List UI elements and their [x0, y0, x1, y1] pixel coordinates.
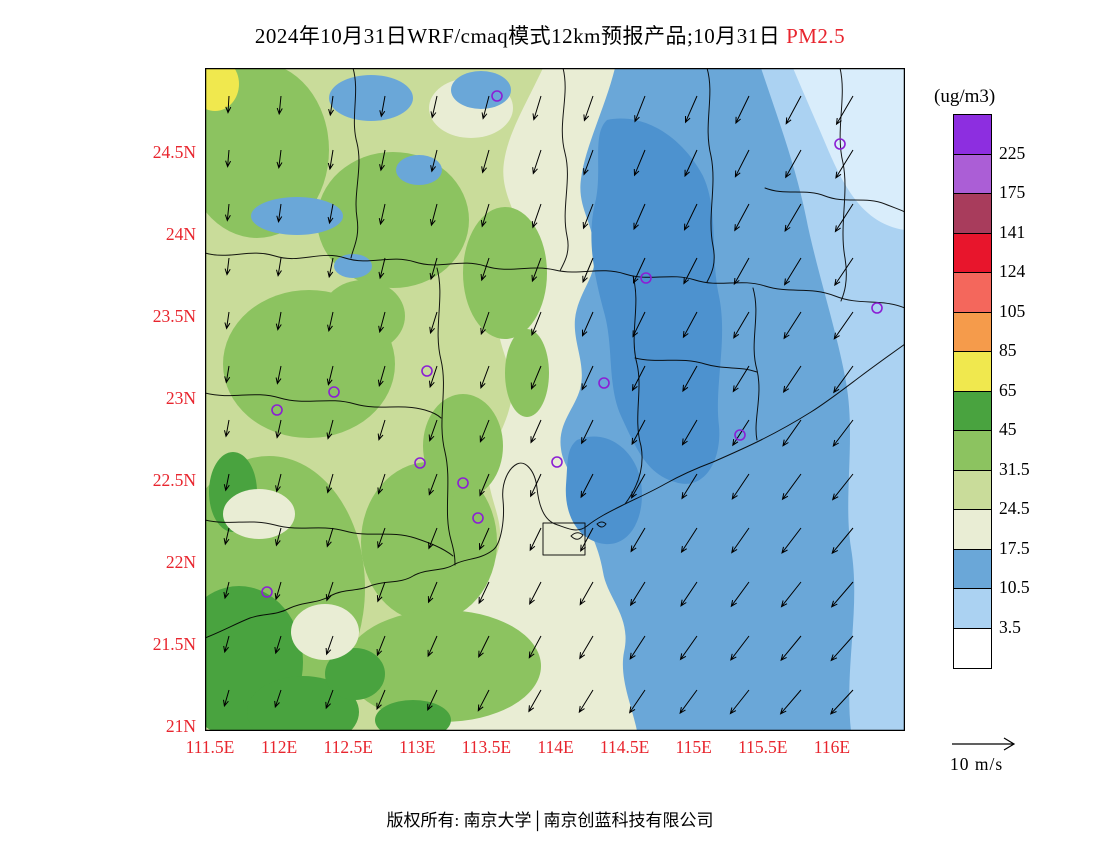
lat-tick-label: 21.5N	[152, 634, 196, 654]
lon-tick-label: 112.5E	[323, 737, 373, 757]
lat-tick-label: 22N	[165, 552, 196, 572]
colorbar-box	[954, 510, 991, 550]
province-border	[204, 392, 442, 419]
province-border	[204, 519, 454, 557]
colorbar-box	[954, 549, 991, 589]
colorbar-tick-label: 17.5	[999, 537, 1030, 558]
contour-region-deep-blue	[565, 118, 723, 545]
city-station-marker	[261, 586, 273, 598]
colorbar-box	[954, 312, 991, 352]
colorbar-box	[954, 154, 991, 194]
lon-tick-label: 116E	[813, 737, 851, 757]
coastline	[204, 343, 906, 639]
colorbar-box	[954, 628, 991, 668]
lon-tick-label: 115.5E	[738, 737, 788, 757]
colorbar-tick-label: 45	[999, 419, 1017, 439]
lon-tick-label: 113E	[399, 737, 436, 757]
colorbar-tick-label: 31.5	[999, 458, 1030, 479]
lat-tick-label: 24.5N	[152, 142, 196, 162]
city-station-marker	[551, 456, 563, 468]
wind-scale-label: 10 m/s	[950, 754, 1004, 774]
province-border	[350, 67, 360, 259]
lon-tick-label: 114E	[537, 737, 574, 757]
city-station-marker	[598, 377, 610, 389]
colorbar-box	[954, 273, 991, 313]
colorbar-box	[954, 589, 991, 629]
copyright-footer: 版权所有: 南京大学│南京创蓝科技有限公司	[386, 811, 714, 830]
colorbar-tick-label: 175	[999, 182, 1026, 202]
lat-tick-label: 23.5N	[152, 306, 196, 326]
chart-title-main: 2024年10月31日WRF/cmaq模式12km预报产品;10月31日	[254, 24, 787, 48]
colorbar-tick-label: 85	[999, 340, 1017, 360]
city-station-marker	[472, 512, 484, 524]
lon-tick-label: 112E	[260, 737, 298, 757]
contour-region-light-blue	[761, 68, 905, 731]
province-border	[752, 287, 760, 441]
lat-tick-label: 23N	[165, 388, 196, 408]
province-border	[559, 67, 569, 272]
province-border	[624, 275, 643, 505]
colorbar-box	[954, 115, 991, 155]
lat-tick-label: 24N	[165, 224, 196, 244]
colorbar-tick-label: 24.5	[999, 498, 1030, 518]
province-border	[634, 357, 758, 373]
colorbar-box	[954, 352, 991, 392]
map-panel	[173, 57, 906, 748]
lon-tick-label: 111.5E	[185, 737, 235, 757]
colorbar-box	[954, 470, 991, 510]
colorbar-tick-label: 141	[999, 221, 1026, 242]
colorbar-box	[954, 391, 991, 431]
colorbar-box	[954, 194, 991, 234]
colorbar-box	[954, 431, 991, 471]
wind-arrow-layer	[223, 95, 854, 715]
city-station-marker	[328, 386, 340, 398]
colorbar-tick-label: 124	[999, 261, 1026, 281]
colorbar-tick-label: 65	[999, 379, 1017, 400]
delta-inset-box	[542, 522, 586, 556]
city-station-marker	[271, 404, 283, 416]
province-border	[436, 267, 456, 566]
city-station-marker	[734, 429, 746, 441]
lon-tick-label: 113.5E	[461, 737, 512, 757]
contour-region-pale-blue	[793, 68, 905, 230]
colorbar-tick-label: 225	[999, 142, 1026, 163]
lat-tick-label: 21N	[165, 716, 196, 736]
wind-arrows	[223, 95, 854, 715]
lon-tick-label: 114.5E	[599, 737, 650, 757]
lat-tick-label: 22.5N	[152, 470, 196, 490]
colorbar	[953, 114, 992, 669]
lon-tick-label: 115E	[675, 737, 712, 757]
colorbar-tick-label: 105	[999, 300, 1026, 321]
city-station-marker	[414, 457, 426, 469]
contour-blue-patches-nw	[251, 71, 511, 278]
colorbar-tick-label: 10.5	[999, 577, 1030, 597]
wind-scale-arrow	[952, 737, 1016, 751]
station-marker-layer	[261, 90, 883, 598]
chart-title-variable: PM2.5	[786, 24, 846, 48]
city-station-marker	[640, 272, 652, 284]
city-station-marker	[457, 477, 469, 489]
city-station-marker	[421, 365, 433, 377]
city-station-marker	[834, 138, 846, 150]
pm25-contour-map	[173, 57, 906, 748]
province-border	[204, 252, 906, 309]
province-border	[764, 187, 906, 213]
city-station-marker	[491, 90, 503, 102]
map-boundary-lines	[204, 67, 906, 639]
coastal-islands	[570, 521, 607, 540]
map-frame	[204, 67, 906, 732]
chart-title: 2024年10月31日WRF/cmaq模式12km预报产品;10月31日 PM2…	[0, 20, 1100, 50]
city-station-marker	[871, 302, 883, 314]
colorbar-tick-label: 3.5	[999, 616, 1021, 637]
province-border	[706, 67, 715, 283]
colorbar-unit-label: (ug/m3)	[934, 86, 996, 107]
colorbar-box	[954, 233, 991, 273]
